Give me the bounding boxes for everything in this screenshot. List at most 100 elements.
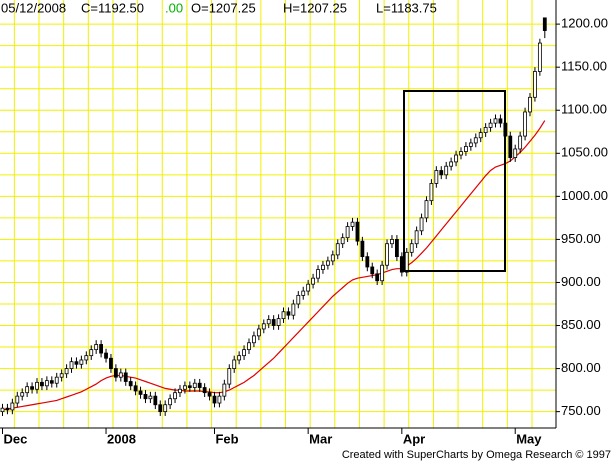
candle-body bbox=[261, 323, 266, 330]
header-open: O=1207.25 bbox=[191, 0, 256, 15]
candle-body bbox=[247, 342, 251, 351]
candle-body bbox=[227, 368, 232, 385]
candle-body bbox=[168, 398, 173, 406]
candle-body bbox=[468, 142, 473, 147]
candle-body bbox=[518, 135, 523, 150]
candle-body bbox=[0, 407, 5, 413]
candle-body bbox=[163, 404, 168, 413]
candle-body bbox=[143, 394, 148, 400]
candle-body bbox=[281, 311, 286, 320]
candle-body bbox=[217, 395, 222, 404]
candle-body bbox=[365, 256, 370, 268]
candle-body bbox=[153, 395, 158, 406]
candle-body bbox=[375, 273, 380, 282]
highlight-box bbox=[403, 90, 506, 272]
candle-body bbox=[128, 381, 133, 387]
candle-body bbox=[222, 383, 227, 397]
candle-body bbox=[419, 217, 424, 232]
candle-body bbox=[429, 183, 434, 202]
candle-body bbox=[464, 145, 468, 152]
candle-body bbox=[20, 392, 25, 397]
candle-body bbox=[54, 376, 59, 384]
candle-body bbox=[537, 42, 542, 72]
y-tick-label: 1050.00 bbox=[561, 145, 608, 160]
candle-body bbox=[508, 135, 513, 158]
header-date: 05/12/2008 bbox=[1, 0, 66, 15]
candle-body bbox=[212, 395, 217, 404]
candle-body bbox=[256, 328, 261, 337]
candle-body bbox=[276, 318, 281, 326]
y-tick-label: 950.00 bbox=[561, 231, 601, 246]
candle-body bbox=[449, 161, 454, 167]
candle-body bbox=[113, 368, 118, 378]
plot bbox=[0, 17, 547, 416]
candle-body bbox=[483, 127, 488, 134]
y-tick-label: 800.00 bbox=[561, 360, 601, 375]
candle-body bbox=[123, 372, 128, 382]
candle-body bbox=[321, 264, 325, 270]
candle-body bbox=[79, 359, 84, 365]
candle-body bbox=[350, 221, 355, 227]
candle-body bbox=[266, 319, 271, 325]
y-tick-label: 850.00 bbox=[561, 317, 601, 332]
y-tick-label: 1150.00 bbox=[561, 59, 607, 74]
header-high: H=1207.25 bbox=[283, 0, 347, 15]
candle-body bbox=[133, 385, 138, 392]
candle-body bbox=[242, 349, 246, 357]
candle-body bbox=[5, 407, 10, 411]
x-tick-label: Apr bbox=[403, 431, 425, 446]
candle-body bbox=[232, 359, 237, 369]
x-tick-label: May bbox=[516, 431, 542, 446]
y-tick-label: 1200.00 bbox=[561, 16, 608, 31]
candle-body bbox=[15, 395, 20, 404]
candle-body bbox=[178, 388, 182, 394]
candle-body bbox=[118, 372, 123, 378]
candle-body bbox=[291, 303, 296, 316]
candle-body bbox=[414, 230, 419, 245]
candle-body bbox=[399, 256, 404, 273]
candle-body bbox=[74, 361, 79, 365]
candle-body bbox=[316, 269, 320, 279]
candle-body bbox=[104, 352, 108, 359]
candle-body bbox=[330, 254, 335, 262]
candle-body bbox=[325, 260, 330, 266]
header-change: .00 bbox=[165, 0, 183, 15]
y-tick-label: 900.00 bbox=[561, 274, 601, 289]
candle-body bbox=[173, 392, 177, 400]
candle-body bbox=[439, 170, 444, 176]
candle-body bbox=[404, 251, 409, 273]
candle-body bbox=[197, 382, 202, 388]
candle-body bbox=[370, 266, 375, 275]
candle-body bbox=[513, 148, 518, 158]
candle-body bbox=[542, 17, 547, 31]
candle-body bbox=[158, 404, 163, 413]
candle-body bbox=[35, 381, 39, 390]
candle-body bbox=[488, 122, 493, 128]
candle-body bbox=[30, 386, 34, 390]
candle-body bbox=[454, 154, 458, 163]
candle-body bbox=[69, 361, 74, 369]
candle-body bbox=[355, 221, 360, 242]
candle-body bbox=[444, 165, 449, 176]
candle-body bbox=[360, 240, 365, 258]
candle-body bbox=[59, 373, 64, 378]
candle-body bbox=[409, 243, 414, 253]
candle-body bbox=[109, 357, 113, 369]
candle-body bbox=[380, 264, 385, 282]
candle-body bbox=[187, 385, 192, 388]
candle-body bbox=[94, 344, 99, 351]
candle-body bbox=[192, 382, 197, 388]
x-tick-label: 2008 bbox=[107, 431, 136, 446]
candle-body bbox=[271, 319, 276, 326]
header: 05/12/2008 C=1192.50 .00 O=1207.25 H=120… bbox=[1, 0, 437, 15]
candle-body bbox=[424, 200, 429, 219]
y-tick-label: 1000.00 bbox=[561, 188, 608, 203]
candle-body bbox=[533, 71, 537, 98]
candle-body bbox=[183, 385, 187, 390]
candle-body bbox=[306, 283, 311, 292]
candle-body bbox=[498, 118, 503, 124]
candle-body bbox=[459, 151, 463, 156]
candle-body bbox=[25, 386, 30, 394]
